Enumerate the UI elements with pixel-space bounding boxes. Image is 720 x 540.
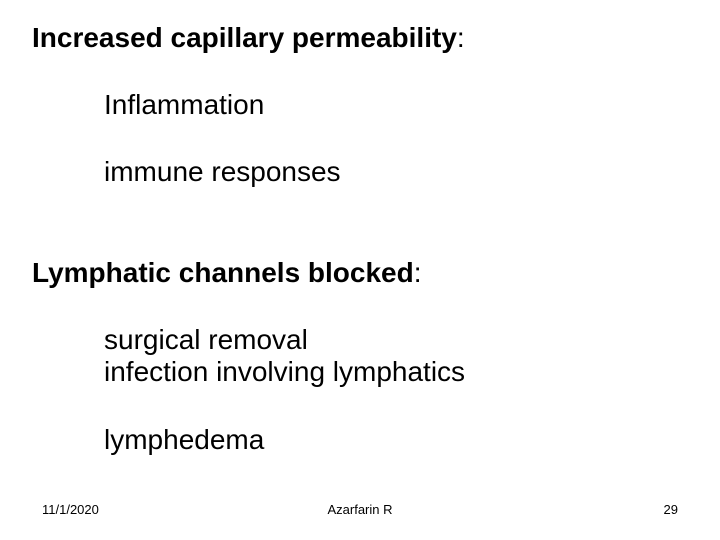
bullet-lymphedema: lymphedema (104, 424, 264, 456)
bullet-surgical-infection: surgical removal infection involving lym… (104, 324, 465, 388)
heading-permeability-bold: Increased capillary permeability (32, 22, 457, 53)
heading-lymphatic-tail: : (414, 257, 422, 288)
footer-author: Azarfarin R (0, 502, 720, 517)
bullet-surgical-removal: surgical removal (104, 324, 465, 356)
heading-lymphatic-bold: Lymphatic channels blocked (32, 257, 414, 288)
heading-permeability-tail: : (457, 22, 465, 53)
bullet-immune-responses: immune responses (104, 156, 341, 188)
bullet-infection-lymphatics: infection involving lymphatics (104, 356, 465, 388)
slide: Increased capillary permeability: Inflam… (0, 0, 720, 540)
bullet-inflammation: Inflammation (104, 89, 264, 121)
heading-permeability: Increased capillary permeability: (32, 22, 465, 54)
footer-page-number: 29 (664, 502, 678, 517)
heading-lymphatic: Lymphatic channels blocked: (32, 257, 422, 289)
